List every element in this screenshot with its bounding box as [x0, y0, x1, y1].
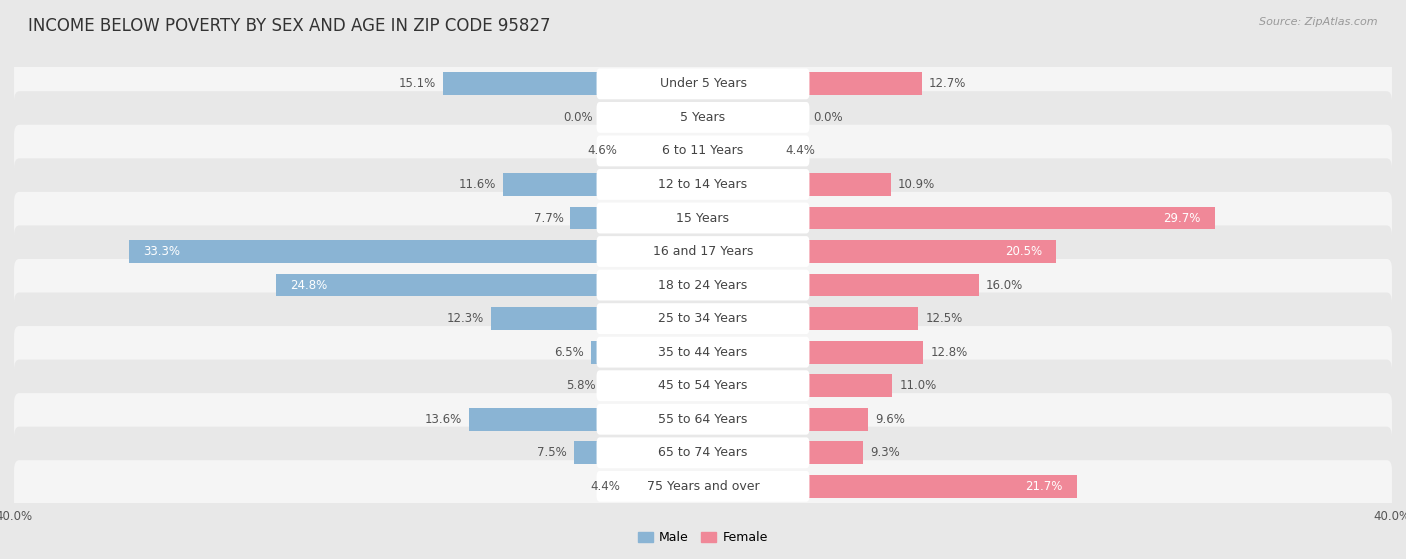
Text: 18 to 24 Years: 18 to 24 Years: [658, 278, 748, 292]
Text: 4.4%: 4.4%: [591, 480, 620, 493]
Bar: [703, 341, 924, 363]
Text: 11.0%: 11.0%: [900, 379, 936, 392]
FancyBboxPatch shape: [14, 292, 1392, 345]
Text: 12.8%: 12.8%: [931, 345, 967, 359]
Text: 20.5%: 20.5%: [1005, 245, 1042, 258]
Text: INCOME BELOW POVERTY BY SEX AND AGE IN ZIP CODE 95827: INCOME BELOW POVERTY BY SEX AND AGE IN Z…: [28, 17, 551, 35]
Text: 24.8%: 24.8%: [290, 278, 326, 292]
Bar: [703, 307, 918, 330]
FancyBboxPatch shape: [596, 370, 810, 401]
Text: 5.8%: 5.8%: [567, 379, 596, 392]
Text: 33.3%: 33.3%: [143, 245, 180, 258]
Text: 15.1%: 15.1%: [399, 77, 436, 91]
Text: 0.0%: 0.0%: [564, 111, 593, 124]
Bar: [574, 442, 703, 464]
Bar: [703, 442, 863, 464]
FancyBboxPatch shape: [596, 169, 810, 200]
Text: 12.3%: 12.3%: [447, 312, 484, 325]
Bar: [627, 475, 703, 498]
Text: 21.7%: 21.7%: [1025, 480, 1063, 493]
Bar: [129, 240, 703, 263]
FancyBboxPatch shape: [596, 68, 810, 100]
Bar: [703, 140, 779, 162]
FancyBboxPatch shape: [14, 259, 1392, 311]
Bar: [276, 274, 703, 296]
Text: 12 to 14 Years: 12 to 14 Years: [658, 178, 748, 191]
Bar: [703, 274, 979, 296]
Text: 12.5%: 12.5%: [925, 312, 963, 325]
Text: 40.0%: 40.0%: [1374, 510, 1406, 523]
Bar: [591, 341, 703, 363]
Text: 16 and 17 Years: 16 and 17 Years: [652, 245, 754, 258]
Text: 16.0%: 16.0%: [986, 278, 1022, 292]
Text: Source: ZipAtlas.com: Source: ZipAtlas.com: [1260, 17, 1378, 27]
Bar: [443, 73, 703, 95]
FancyBboxPatch shape: [596, 102, 810, 133]
Bar: [503, 173, 703, 196]
FancyBboxPatch shape: [14, 58, 1392, 110]
Bar: [703, 475, 1077, 498]
Bar: [703, 207, 1215, 229]
Text: 45 to 54 Years: 45 to 54 Years: [658, 379, 748, 392]
Bar: [703, 173, 891, 196]
Text: 35 to 44 Years: 35 to 44 Years: [658, 345, 748, 359]
FancyBboxPatch shape: [14, 91, 1392, 144]
FancyBboxPatch shape: [596, 404, 810, 435]
Text: 5 Years: 5 Years: [681, 111, 725, 124]
Text: 9.3%: 9.3%: [870, 446, 900, 459]
Bar: [624, 140, 703, 162]
FancyBboxPatch shape: [14, 225, 1392, 278]
Text: Under 5 Years: Under 5 Years: [659, 77, 747, 91]
FancyBboxPatch shape: [14, 158, 1392, 211]
FancyBboxPatch shape: [596, 303, 810, 334]
FancyBboxPatch shape: [596, 269, 810, 301]
Bar: [603, 375, 703, 397]
FancyBboxPatch shape: [596, 437, 810, 468]
Text: 7.7%: 7.7%: [534, 211, 564, 225]
FancyBboxPatch shape: [14, 460, 1392, 513]
Text: 40.0%: 40.0%: [0, 510, 32, 523]
Bar: [468, 408, 703, 430]
Text: 7.5%: 7.5%: [537, 446, 567, 459]
Text: 15 Years: 15 Years: [676, 211, 730, 225]
FancyBboxPatch shape: [596, 135, 810, 167]
Bar: [703, 408, 869, 430]
Text: 4.6%: 4.6%: [588, 144, 617, 158]
Bar: [571, 207, 703, 229]
Text: 10.9%: 10.9%: [897, 178, 935, 191]
Bar: [703, 375, 893, 397]
Text: 12.7%: 12.7%: [928, 77, 966, 91]
Text: 55 to 64 Years: 55 to 64 Years: [658, 413, 748, 426]
FancyBboxPatch shape: [14, 427, 1392, 479]
Text: 6.5%: 6.5%: [554, 345, 583, 359]
FancyBboxPatch shape: [14, 125, 1392, 177]
Text: 25 to 34 Years: 25 to 34 Years: [658, 312, 748, 325]
Text: 13.6%: 13.6%: [425, 413, 461, 426]
FancyBboxPatch shape: [596, 236, 810, 267]
FancyBboxPatch shape: [14, 326, 1392, 378]
Text: 4.4%: 4.4%: [786, 144, 815, 158]
Text: 6 to 11 Years: 6 to 11 Years: [662, 144, 744, 158]
FancyBboxPatch shape: [596, 337, 810, 368]
Text: 75 Years and over: 75 Years and over: [647, 480, 759, 493]
Text: 65 to 74 Years: 65 to 74 Years: [658, 446, 748, 459]
FancyBboxPatch shape: [14, 192, 1392, 244]
FancyBboxPatch shape: [14, 359, 1392, 412]
Text: 11.6%: 11.6%: [458, 178, 496, 191]
FancyBboxPatch shape: [596, 471, 810, 502]
Text: 0.0%: 0.0%: [813, 111, 842, 124]
Text: 29.7%: 29.7%: [1163, 211, 1201, 225]
FancyBboxPatch shape: [596, 202, 810, 234]
Bar: [491, 307, 703, 330]
Text: 9.6%: 9.6%: [875, 413, 905, 426]
Legend: Male, Female: Male, Female: [633, 526, 773, 549]
Bar: [703, 73, 922, 95]
FancyBboxPatch shape: [14, 393, 1392, 446]
Bar: [703, 240, 1056, 263]
